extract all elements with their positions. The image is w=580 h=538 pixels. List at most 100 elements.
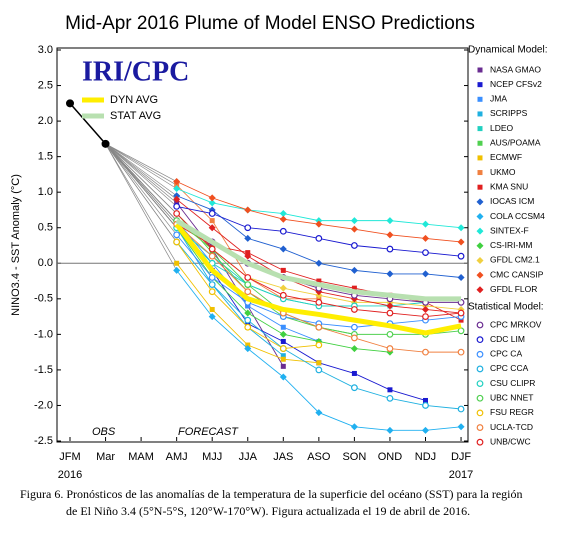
legend-marker <box>477 111 483 117</box>
legend-label: SCRIPPS <box>490 108 528 118</box>
y-tick-label: -1.5 <box>34 364 53 376</box>
data-point <box>316 278 322 284</box>
data-point <box>208 194 216 202</box>
data-point <box>173 192 181 200</box>
data-point <box>245 303 251 309</box>
data-point <box>422 426 429 434</box>
data-point <box>244 224 252 232</box>
data-point <box>350 423 358 431</box>
caption: de El Niño 3.4 (5°N-5°S, 120°W-170°W). F… <box>66 504 470 518</box>
data-point <box>350 217 358 225</box>
data-point <box>208 199 216 207</box>
data-point <box>174 260 180 266</box>
plume-connector <box>105 143 177 264</box>
data-point <box>244 288 252 296</box>
data-point <box>457 252 465 260</box>
data-point <box>244 206 252 214</box>
y-tick-label: 0.5 <box>38 222 53 234</box>
legend-marker <box>476 336 484 344</box>
data-point <box>423 397 428 403</box>
legend-label: KMA SNU <box>490 181 528 191</box>
data-point <box>209 306 215 312</box>
legend-label: UBC NNET <box>490 393 533 403</box>
data-point <box>315 234 323 242</box>
y-tick-label: -0.5 <box>34 293 53 305</box>
series-line <box>175 218 462 302</box>
legend-label: CPC CA <box>490 349 522 359</box>
legend-marker <box>476 409 484 417</box>
x-tick-label: ASO <box>307 451 331 463</box>
data-point <box>386 330 394 338</box>
data-point <box>173 195 181 203</box>
data-point <box>173 210 181 217</box>
legend-marker <box>476 350 484 358</box>
legend-marker <box>477 82 483 88</box>
legend-marker <box>476 394 484 402</box>
data-point <box>173 266 181 274</box>
legend-label: CS-IRI-MM <box>490 240 533 250</box>
data-point <box>422 313 429 320</box>
data-point <box>244 281 252 289</box>
data-point <box>457 405 465 413</box>
legend-label: CDC LIM <box>490 334 525 344</box>
plume-connector <box>105 143 177 243</box>
legend-label: JMA <box>490 94 507 104</box>
data-point <box>422 348 429 356</box>
data-point <box>208 313 216 321</box>
plume-connector <box>105 143 177 182</box>
data-point <box>208 252 216 260</box>
legend-marker <box>476 365 484 373</box>
legend-label: IOCAS ICM <box>490 196 534 206</box>
plume-connector <box>105 143 177 228</box>
data-point <box>173 178 181 186</box>
data-point <box>315 220 323 228</box>
x-tick-label: AMJ <box>166 451 188 463</box>
x-tick-label: OND <box>378 451 403 463</box>
data-point <box>279 215 287 223</box>
data-point <box>457 423 465 431</box>
x-tick-label: NDJ <box>415 451 436 463</box>
plume-connector <box>105 143 177 200</box>
data-point <box>386 302 394 310</box>
data-point <box>387 387 393 393</box>
y-axis-label: NINO3.4 - SST Anomaly (°C) <box>10 174 22 316</box>
x-tick-label: MJJ <box>202 451 222 463</box>
series-line <box>174 222 462 336</box>
legend-header: Statistical Model: <box>468 302 544 313</box>
data-point <box>315 291 323 299</box>
data-point <box>244 345 252 353</box>
legend-marker <box>476 256 484 264</box>
data-point <box>351 323 358 331</box>
y-tick-label: 3.0 <box>38 44 53 56</box>
legend-label: COLA CCSM4 <box>490 211 545 221</box>
y-tick-label: 0.0 <box>38 257 53 269</box>
legend-label: UKMO <box>490 167 516 177</box>
legend-marker <box>476 213 484 220</box>
data-point <box>280 356 286 362</box>
data-point <box>280 338 286 344</box>
data-point <box>422 270 429 278</box>
data-point <box>173 202 181 210</box>
data-point <box>208 288 216 296</box>
data-point <box>279 210 287 218</box>
series-line <box>176 227 426 401</box>
legend-marker <box>476 227 484 235</box>
data-point <box>173 238 181 246</box>
data-point <box>244 274 252 281</box>
data-point <box>280 267 286 273</box>
legend-label: CPC MRKOV <box>490 319 542 329</box>
data-point <box>279 330 287 338</box>
legend-label: CSU CLIPR <box>490 378 535 388</box>
data-point <box>173 185 181 193</box>
data-point <box>208 281 216 289</box>
plume-connector <box>105 143 177 271</box>
data-point <box>209 218 215 224</box>
legend-marker <box>476 321 484 329</box>
legend-marker <box>477 155 483 161</box>
legend-label: FSU REGR <box>490 407 534 417</box>
data-point <box>208 245 216 253</box>
data-point <box>244 252 252 260</box>
data-point <box>244 323 252 331</box>
data-point <box>245 250 251 256</box>
legend-label: STAT AVG <box>110 110 161 122</box>
